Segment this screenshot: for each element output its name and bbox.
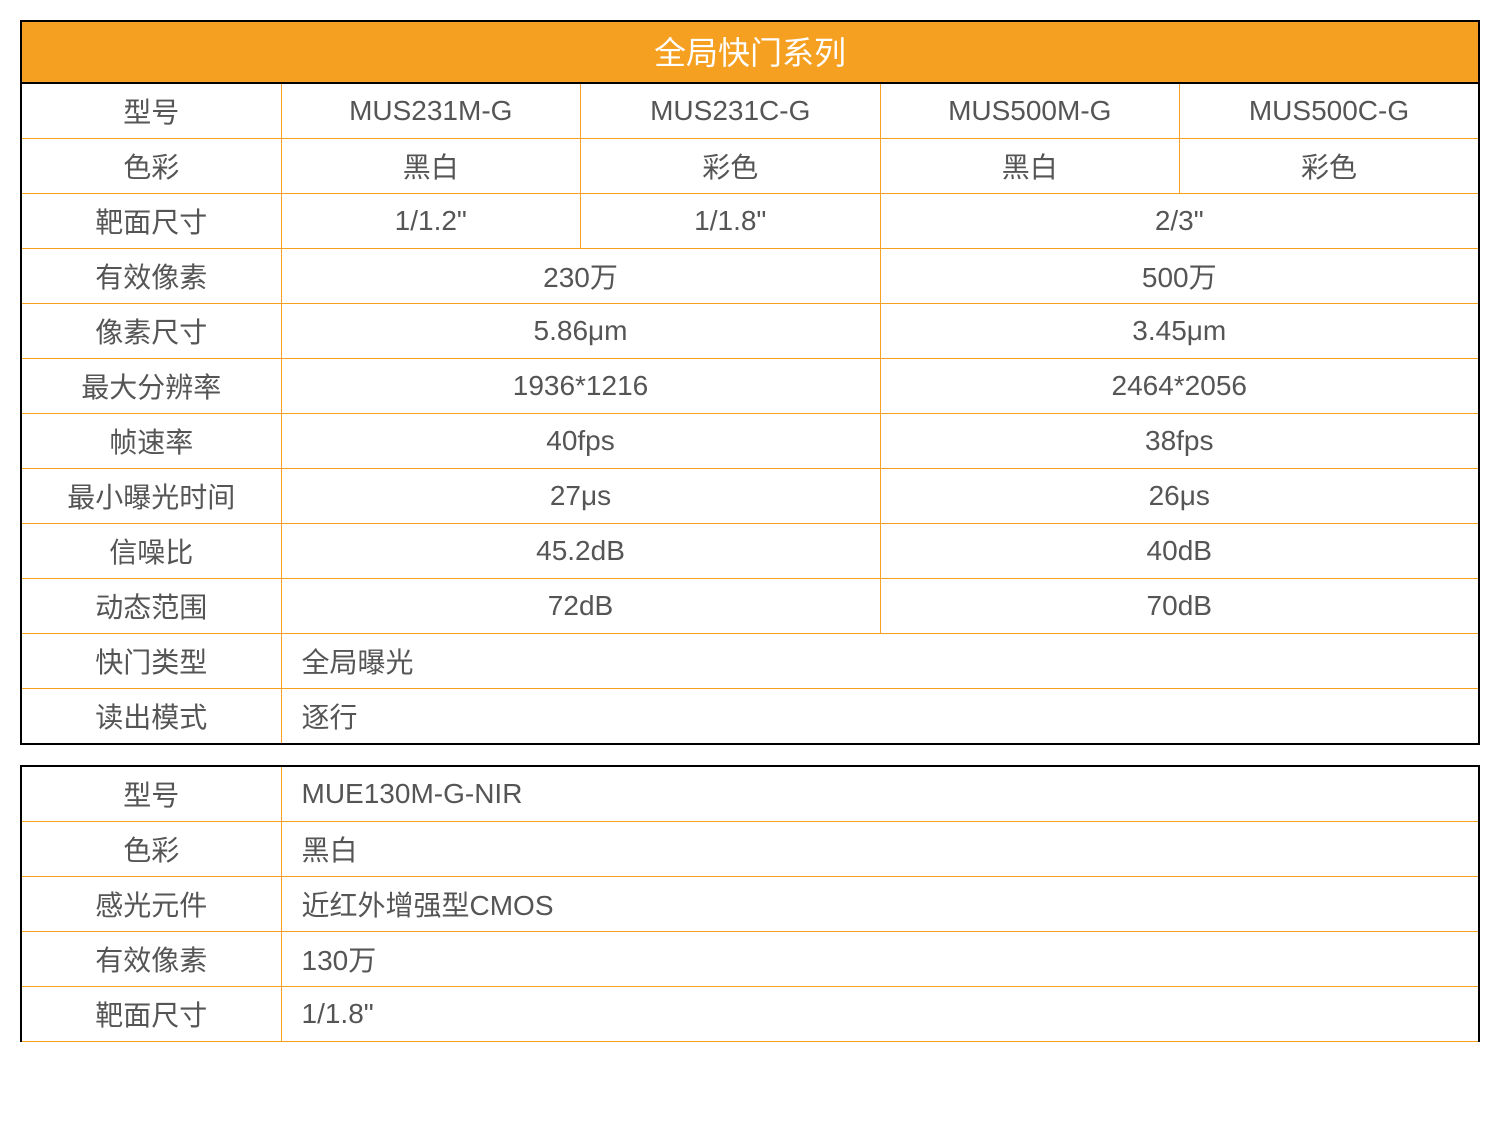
cell: 2464*2056 [880, 359, 1479, 414]
cell: 230万 [281, 249, 880, 304]
row2-sensor: 感光元件 近红外增强型CMOS [21, 877, 1479, 932]
cell: 2/3" [880, 194, 1479, 249]
cell: MUS500M-G [880, 83, 1180, 139]
cell: 黑白 [880, 139, 1180, 194]
cell: 黑白 [281, 139, 581, 194]
label-target-size: 靶面尺寸 [21, 194, 281, 249]
label-eff-pixels: 有效像素 [21, 249, 281, 304]
row-max-res: 最大分辨率 1936*1216 2464*2056 [21, 359, 1479, 414]
label-max-res: 最大分辨率 [21, 359, 281, 414]
cell: MUS500C-G [1180, 83, 1480, 139]
label-color: 色彩 [21, 139, 281, 194]
global-shutter-table: 全局快门系列 型号 MUS231M-G MUS231C-G MUS500M-G … [20, 20, 1480, 745]
row-target-size: 靶面尺寸 1/1.2" 1/1.8" 2/3" [21, 194, 1479, 249]
cell: 近红外增强型CMOS [281, 877, 1479, 932]
label-snr: 信噪比 [21, 524, 281, 579]
label-shutter-type: 快门类型 [21, 634, 281, 689]
cell: 72dB [281, 579, 880, 634]
label2-eff-pixels: 有效像素 [21, 932, 281, 987]
row2-color: 色彩 黑白 [21, 822, 1479, 877]
cell: 逐行 [281, 689, 1479, 745]
row-shutter-type: 快门类型 全局曝光 [21, 634, 1479, 689]
cell: 500万 [880, 249, 1479, 304]
cell: 1/1.8" [281, 987, 1479, 1042]
label2-sensor: 感光元件 [21, 877, 281, 932]
cell: 45.2dB [281, 524, 880, 579]
label-read-mode: 读出模式 [21, 689, 281, 745]
table-gap [20, 745, 1480, 765]
cell: 彩色 [1180, 139, 1480, 194]
cell: 40fps [281, 414, 880, 469]
label2-target-size: 靶面尺寸 [21, 987, 281, 1042]
cell: MUS231C-G [581, 83, 881, 139]
cell: MUS231M-G [281, 83, 581, 139]
cell: 38fps [880, 414, 1479, 469]
cell: 27μs [281, 469, 880, 524]
cell: 26μs [880, 469, 1479, 524]
table1-title: 全局快门系列 [21, 21, 1479, 83]
cell: 3.45μm [880, 304, 1479, 359]
row-snr: 信噪比 45.2dB 40dB [21, 524, 1479, 579]
row2-eff-pixels: 有效像素 130万 [21, 932, 1479, 987]
cell: 全局曝光 [281, 634, 1479, 689]
cell: 黑白 [281, 822, 1479, 877]
row-model: 型号 MUS231M-G MUS231C-G MUS500M-G MUS500C… [21, 83, 1479, 139]
nir-table: 型号 MUE130M-G-NIR 色彩 黑白 感光元件 近红外增强型CMOS 有… [20, 765, 1480, 1042]
cell: 70dB [880, 579, 1479, 634]
cell: 130万 [281, 932, 1479, 987]
cell: MUE130M-G-NIR [281, 766, 1479, 822]
label-dyn-range: 动态范围 [21, 579, 281, 634]
cell: 1/1.8" [581, 194, 881, 249]
cell: 彩色 [581, 139, 881, 194]
label-model: 型号 [21, 83, 281, 139]
row-min-exposure: 最小曝光时间 27μs 26μs [21, 469, 1479, 524]
row-color: 色彩 黑白 彩色 黑白 彩色 [21, 139, 1479, 194]
cell: 1936*1216 [281, 359, 880, 414]
row-dyn-range: 动态范围 72dB 70dB [21, 579, 1479, 634]
row-fps: 帧速率 40fps 38fps [21, 414, 1479, 469]
cell: 40dB [880, 524, 1479, 579]
spec-tables: 全局快门系列 型号 MUS231M-G MUS231C-G MUS500M-G … [20, 20, 1480, 1042]
row-eff-pixels: 有效像素 230万 500万 [21, 249, 1479, 304]
label-fps: 帧速率 [21, 414, 281, 469]
label2-model: 型号 [21, 766, 281, 822]
label2-color: 色彩 [21, 822, 281, 877]
row-read-mode: 读出模式 逐行 [21, 689, 1479, 745]
label-pixel-size: 像素尺寸 [21, 304, 281, 359]
row2-model: 型号 MUE130M-G-NIR [21, 766, 1479, 822]
row2-target-size: 靶面尺寸 1/1.8" [21, 987, 1479, 1042]
row-pixel-size: 像素尺寸 5.86μm 3.45μm [21, 304, 1479, 359]
label-min-exposure: 最小曝光时间 [21, 469, 281, 524]
cell: 5.86μm [281, 304, 880, 359]
cell: 1/1.2" [281, 194, 581, 249]
